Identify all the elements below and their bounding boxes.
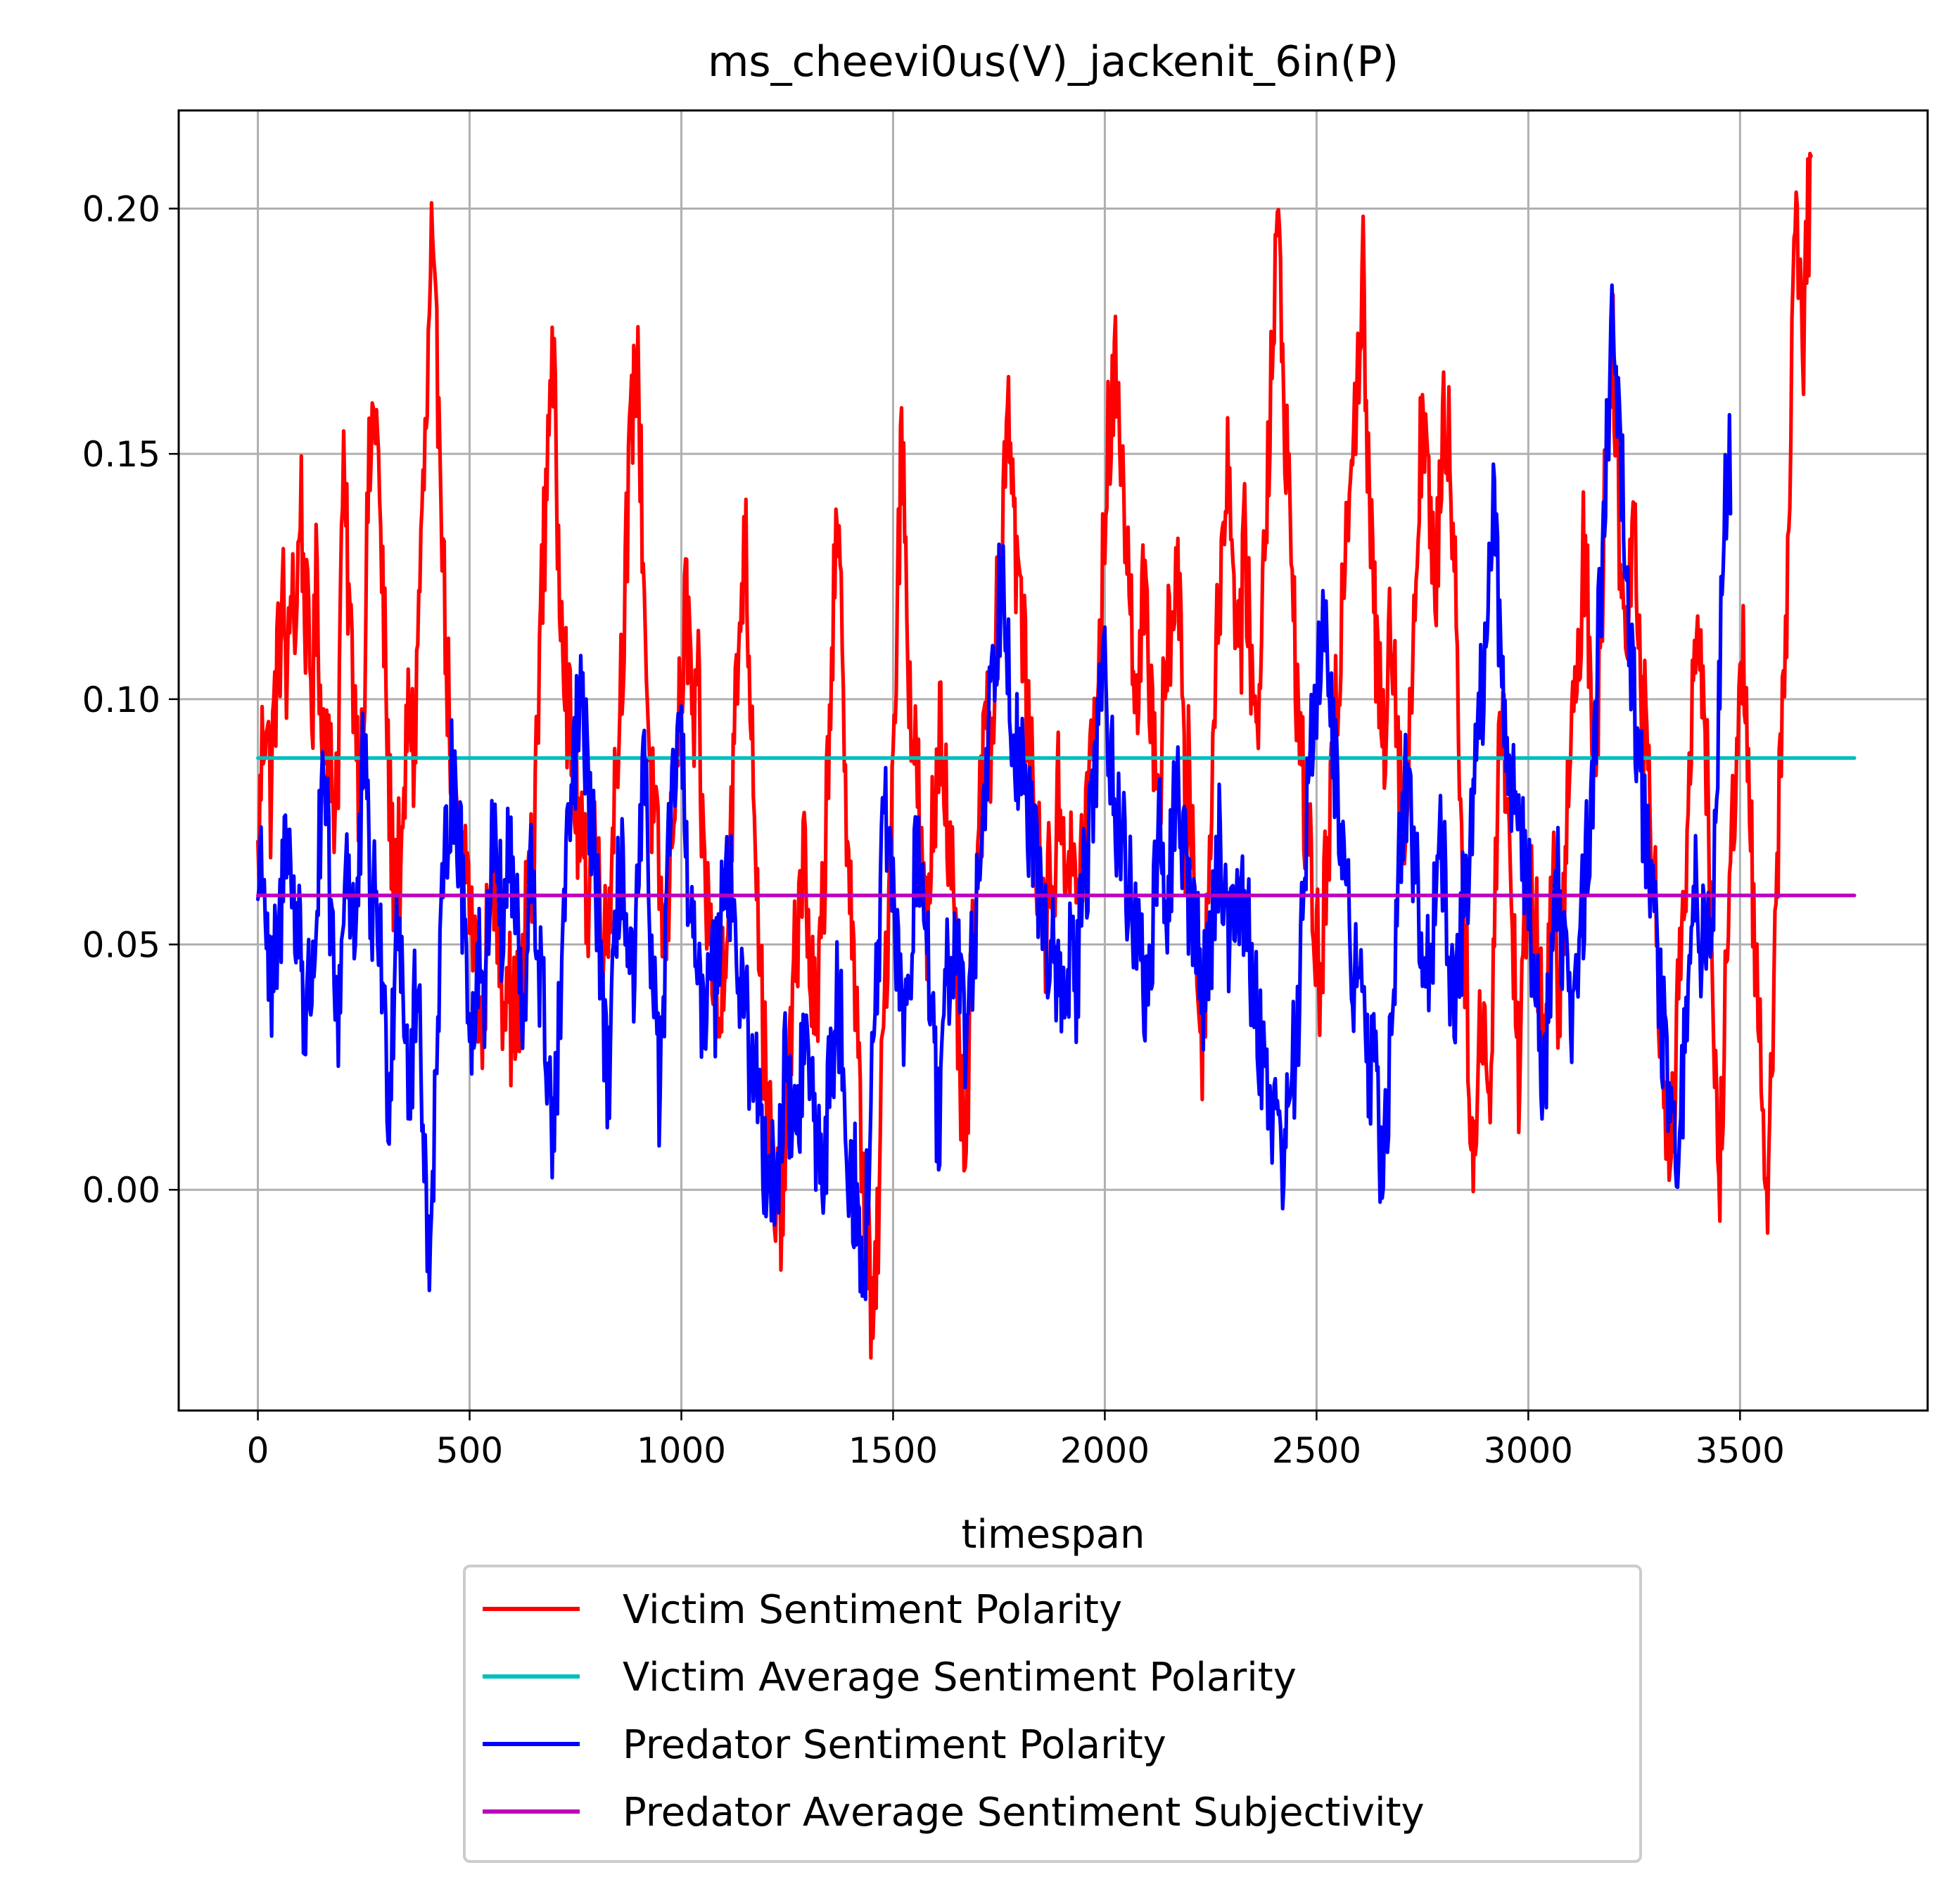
- legend: Victim Sentiment Polarity Victim Average …: [463, 1565, 1642, 1863]
- x-tick-label: 2000: [1060, 1430, 1150, 1471]
- y-tick-label: 0.10: [82, 680, 160, 720]
- legend-label: Predator Average Sentiment Subjectivity: [623, 1790, 1425, 1835]
- x-tick-label: 1000: [637, 1430, 726, 1471]
- x-tick-label: 2500: [1272, 1430, 1361, 1471]
- legend-box: [463, 1565, 1642, 1863]
- x-tick-label: 3000: [1484, 1430, 1573, 1471]
- axis-ticks: 0 500 1000 1500 2000 2500 3000 3500 0.00 0.05 0.10…: [82, 189, 1785, 1471]
- y-tick-label: 0.20: [82, 189, 160, 229]
- series-line-3: [256, 283, 1733, 1301]
- legend-label: Predator Sentiment Polarity: [623, 1722, 1166, 1768]
- x-tick-label: 0: [247, 1430, 269, 1471]
- x-tick-label: 1500: [848, 1430, 938, 1471]
- y-tick-label: 0.05: [82, 925, 160, 966]
- x-tick-label: 500: [436, 1430, 503, 1471]
- x-axis-label: timespan: [961, 1512, 1145, 1558]
- legend-label: Victim Sentiment Polarity: [623, 1587, 1122, 1633]
- chart-title: ms_cheevi0us(V)_jackenit_6in(P): [708, 37, 1399, 87]
- legend-label: Victim Average Sentiment Polarity: [623, 1655, 1297, 1700]
- plot-frame: [177, 109, 1929, 1412]
- y-tick-label: 0.15: [82, 434, 160, 475]
- series-group: [256, 151, 1857, 1360]
- x-tick-label: 3500: [1695, 1430, 1785, 1471]
- y-tick-label: 0.00: [82, 1170, 160, 1211]
- legend-entries: Victim Sentiment Polarity Victim Average …: [483, 1587, 1425, 1835]
